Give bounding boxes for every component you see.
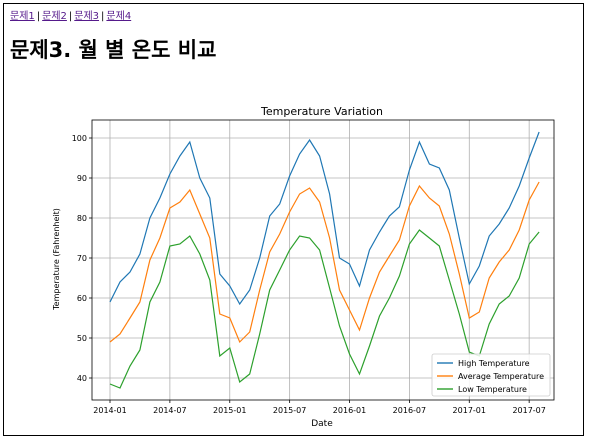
nav-link-3[interactable]: 문제3: [74, 11, 100, 22]
x-tick-label: 2015-07: [273, 406, 306, 415]
y-tick-label: 100: [72, 134, 87, 143]
x-tick-label: 2014-01: [93, 406, 126, 415]
legend-label: High Temperature: [458, 359, 530, 368]
chart-title: Temperature Variation: [260, 105, 383, 118]
y-tick-label: 90: [77, 174, 87, 183]
page-title: 문제3. 월 별 온도 비교: [10, 38, 217, 62]
series-line-3: [109, 229, 540, 389]
y-tick-label: 50: [77, 334, 87, 343]
x-tick-label: 2016-01: [333, 406, 366, 415]
legend-label: Average Temperature: [458, 372, 544, 381]
x-tick-label: 2016-07: [393, 406, 426, 415]
y-tick-label: 80: [77, 214, 87, 223]
y-tick-label: 60: [77, 294, 87, 303]
y-tick-label: 40: [77, 374, 87, 383]
nav-link-2[interactable]: 문제2: [42, 11, 67, 22]
nav-link-4[interactable]: 문제4: [106, 11, 132, 22]
series-line-2: [109, 181, 540, 344]
x-axis-label: Date: [311, 419, 333, 429]
y-axis-label: Temperature (Fahrenheit): [52, 208, 61, 311]
x-tick-label: 2015-01: [213, 406, 246, 415]
nav-link-1[interactable]: 문제1: [10, 11, 35, 22]
nav-bar: 문제1 | 문제2 | 문제3 | 문제4: [10, 10, 131, 24]
page-frame: [3, 3, 584, 436]
series-line-1: [109, 131, 540, 306]
nav-separator: |: [101, 11, 105, 22]
plot-frame: [91, 119, 555, 401]
legend-box: [431, 353, 551, 397]
legend-label: Low Temperature: [458, 385, 527, 394]
x-tick-label: 2017-01: [453, 406, 486, 415]
nav-separator: |: [68, 11, 73, 22]
y-tick-label: 70: [77, 254, 87, 263]
x-tick-label: 2014-07: [153, 406, 186, 415]
nav-separator: |: [36, 11, 41, 22]
x-tick-label: 2017-07: [512, 406, 545, 415]
